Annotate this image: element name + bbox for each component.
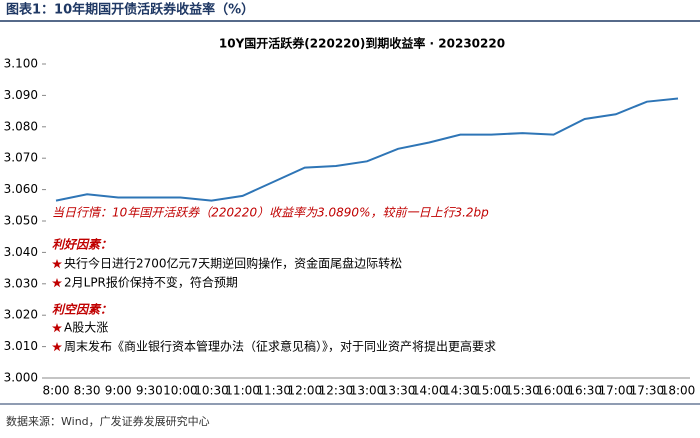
x-tick-label: 12:30 <box>319 384 354 398</box>
line-series <box>55 97 679 202</box>
x-tick-label: 10:30 <box>194 384 229 398</box>
x-tick-label: 14:30 <box>443 384 478 398</box>
y-tick-label: 3.080 <box>4 119 38 133</box>
y-tick-label: 3.050 <box>4 214 38 228</box>
x-tick-label: 12:00 <box>288 384 323 398</box>
x-tick-label: 13:30 <box>381 384 416 398</box>
y-tick-label: 3.100 <box>4 57 38 71</box>
star <box>52 259 62 269</box>
x-tick-label: 16:30 <box>567 384 602 398</box>
y-tick-label: 3.060 <box>4 182 38 196</box>
y-tick-label: 3.020 <box>4 308 38 322</box>
annotation-item: A股大涨 <box>64 320 108 335</box>
annotation-item: 央行今日进行2700亿元7天期逆回购操作，资金面尾盘边际转松 <box>64 256 402 271</box>
annotation-today: 当日行情：10年国开活跃券（220220）收益率为3.0890%，较前一日上行3… <box>52 206 489 220</box>
star <box>52 278 62 288</box>
star-markers <box>52 259 62 352</box>
source: 数据来源：Wind，广发证券发展研究中心 <box>6 414 210 428</box>
x-tick-label: 17:30 <box>630 384 665 398</box>
x-tick-label: 18:00 <box>661 384 696 398</box>
x-tick-label: 15:30 <box>505 384 540 398</box>
star <box>52 342 62 352</box>
x-tick-label: 10:00 <box>163 384 198 398</box>
header: 图表1：10年期国开债活跃券收益率（%） <box>6 2 254 18</box>
y-tick-label: 3.040 <box>4 245 38 259</box>
star <box>52 323 62 333</box>
x-tick-label: 8:30 <box>74 384 101 398</box>
annotation-title: 利空因素： <box>52 303 112 317</box>
y-tick-label: 3.090 <box>4 88 38 102</box>
x-tick-label: 11:00 <box>225 384 260 398</box>
annotation-item: 2月LPR报价保持不变，符合预期 <box>64 275 238 290</box>
x-tick-label: 17:00 <box>599 384 634 398</box>
chart-title: 10Y国开活跃券(220220)到期收益率 · 20230220 <box>219 36 505 51</box>
y-tick-label: 3.000 <box>4 371 38 385</box>
x-tick-label: 11:30 <box>256 384 291 398</box>
y-tick-label: 3.070 <box>4 151 38 165</box>
x-tick-label: 13:00 <box>350 384 385 398</box>
x-tick-label: 9:00 <box>105 384 132 398</box>
y-tick-label: 3.030 <box>4 276 38 290</box>
x-tick-label: 15:00 <box>474 384 509 398</box>
annotation-title: 利好因素： <box>52 238 112 252</box>
annotation-item: 周末发布《商业银行资本管理办法（征求意见稿）》，对于同业资产将提出更高要求 <box>64 339 496 354</box>
x-tick-label: 8:00 <box>43 384 70 398</box>
y-tick-label: 3.010 <box>4 339 38 353</box>
x-tick-label: 16:00 <box>536 384 571 398</box>
x-tick-label: 14:00 <box>412 384 447 398</box>
x-tick-label: 9:30 <box>136 384 163 398</box>
